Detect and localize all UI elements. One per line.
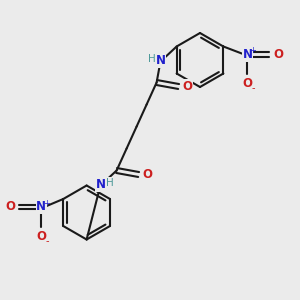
Text: O: O [5, 200, 15, 214]
Text: H: H [106, 178, 113, 188]
Text: O: O [142, 168, 153, 181]
Text: +: + [43, 199, 50, 208]
Text: O: O [273, 48, 284, 61]
Text: O: O [242, 77, 252, 90]
Text: N: N [156, 54, 166, 67]
Text: N: N [242, 48, 252, 61]
Text: N: N [96, 178, 106, 191]
Text: N: N [36, 200, 46, 214]
Text: +: + [249, 46, 256, 55]
Text: -: - [252, 83, 255, 94]
Text: O: O [183, 80, 193, 93]
Text: H: H [148, 53, 155, 64]
Text: -: - [46, 236, 49, 246]
Text: O: O [36, 230, 46, 242]
